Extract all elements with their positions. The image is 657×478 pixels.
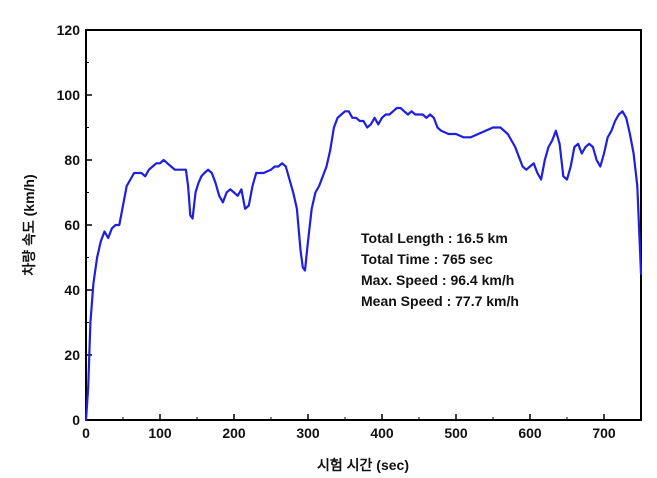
plot-area <box>85 29 642 421</box>
x-axis: 0 100 200 300 400 500 600 700 <box>82 414 616 441</box>
speed-series-line <box>84 106 643 422</box>
annotation-line: Max. Speed : 96.4 km/h <box>361 272 514 288</box>
x-tick-label: 200 <box>222 425 246 441</box>
plot-frame <box>85 29 642 421</box>
x-tick-label: 500 <box>444 425 468 441</box>
y-axis-label: 차량 속도 (km/h) <box>21 174 37 275</box>
y-tick-label: 120 <box>57 22 81 38</box>
x-tick-label: 600 <box>518 425 542 441</box>
y-tick-label: 20 <box>64 347 80 363</box>
x-tick-label: 700 <box>592 425 616 441</box>
x-tick-label: 100 <box>148 425 172 441</box>
y-axis: 0 20 40 60 80 100 120 <box>57 22 92 428</box>
y-tick-label: 80 <box>64 152 80 168</box>
x-tick-label: 400 <box>370 425 394 441</box>
annotation-line: Total Time : 765 sec <box>361 251 493 267</box>
y-tick-label: 100 <box>57 87 81 103</box>
annotation-box: Total Length : 16.5 km Total Time : 765 s… <box>361 230 519 309</box>
y-tick-label: 0 <box>72 412 80 428</box>
x-tick-label: 0 <box>82 425 90 441</box>
series-layer <box>84 106 643 422</box>
x-tick-label: 300 <box>296 425 320 441</box>
x-axis-label: 시험 시간 (sec) <box>317 457 409 473</box>
y-tick-label: 60 <box>64 217 80 233</box>
annotation-line: Total Length : 16.5 km <box>361 230 508 246</box>
annotation-line: Mean Speed : 77.7 km/h <box>361 293 519 309</box>
y-tick-label: 40 <box>64 282 80 298</box>
